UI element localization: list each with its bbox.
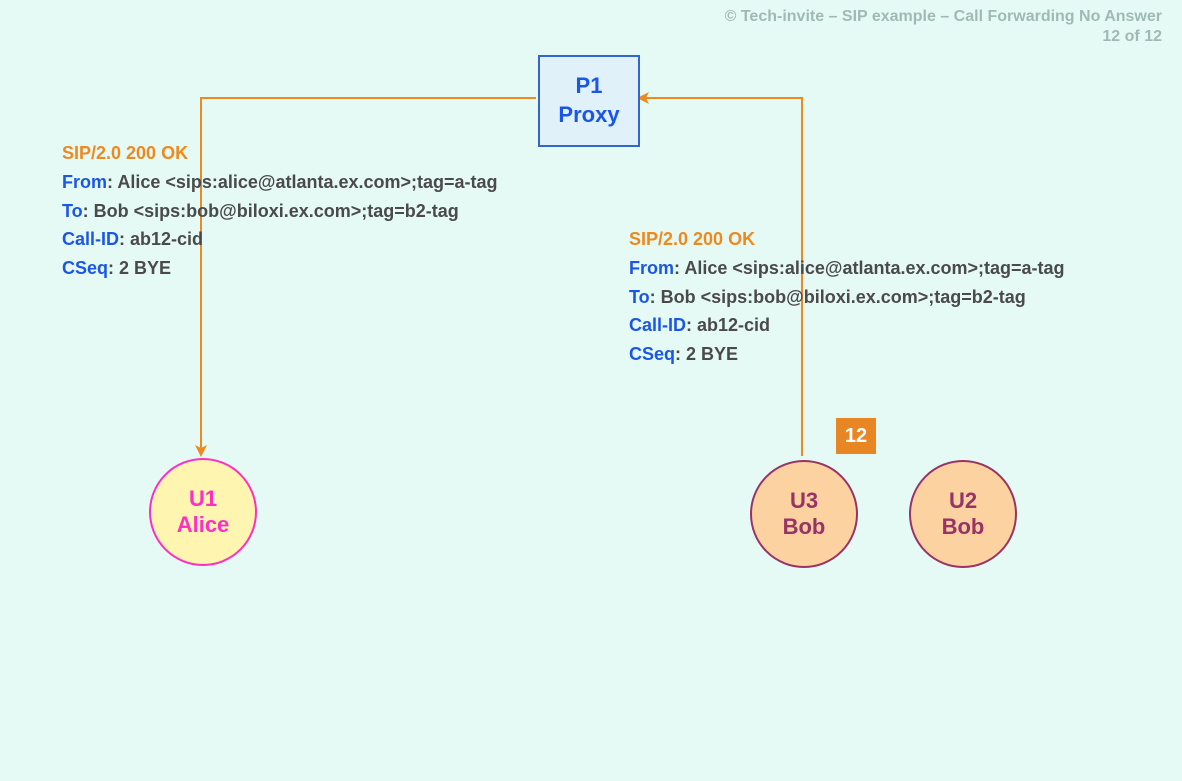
alice-line1: U1 bbox=[189, 486, 217, 512]
sip-header-value: : Bob <sips:bob@biloxi.ex.com>;tag=b2-ta… bbox=[83, 201, 459, 221]
bob-u2-node: U2 Bob bbox=[909, 460, 1017, 568]
bob-u3-line2: Bob bbox=[783, 514, 826, 540]
proxy-node: P1 Proxy bbox=[538, 55, 640, 147]
sip-message-left: SIP/2.0 200 OK From: Alice <sips:alice@a… bbox=[62, 139, 498, 283]
diagram-canvas: © Tech-invite – SIP example – Call Forwa… bbox=[0, 0, 1182, 781]
sip-header-name: To bbox=[629, 287, 650, 307]
sip-message-right: SIP/2.0 200 OK From: Alice <sips:alice@a… bbox=[629, 225, 1065, 369]
sip-msg-left-row-1: To: Bob <sips:bob@biloxi.ex.com>;tag=b2-… bbox=[62, 197, 498, 226]
sip-header-value: : 2 BYE bbox=[675, 344, 738, 364]
sip-header-name: From bbox=[62, 172, 107, 192]
sip-msg-left-title: SIP/2.0 200 OK bbox=[62, 139, 498, 168]
sip-msg-right-row-0: From: Alice <sips:alice@atlanta.ex.com>;… bbox=[629, 254, 1065, 283]
sip-msg-right-row-2: Call-ID: ab12-cid bbox=[629, 311, 1065, 340]
sip-msg-left-row-2: Call-ID: ab12-cid bbox=[62, 225, 498, 254]
alice-node: U1 Alice bbox=[149, 458, 257, 566]
sip-header-name: CSeq bbox=[629, 344, 675, 364]
sip-header-value: : 2 BYE bbox=[108, 258, 171, 278]
bob-u2-line2: Bob bbox=[942, 514, 985, 540]
sip-header-value: : Alice <sips:alice@atlanta.ex.com>;tag=… bbox=[674, 258, 1065, 278]
sip-msg-right-row-3: CSeq: 2 BYE bbox=[629, 340, 1065, 369]
sip-msg-right-row-1: To: Bob <sips:bob@biloxi.ex.com>;tag=b2-… bbox=[629, 283, 1065, 312]
header-page-indicator: 12 of 12 bbox=[1102, 28, 1162, 46]
sip-header-value: : Alice <sips:alice@atlanta.ex.com>;tag=… bbox=[107, 172, 498, 192]
sip-header-value: : Bob <sips:bob@biloxi.ex.com>;tag=b2-ta… bbox=[650, 287, 1026, 307]
sip-header-name: CSeq bbox=[62, 258, 108, 278]
bob-u3-node: U3 Bob bbox=[750, 460, 858, 568]
sip-msg-left-row-0: From: Alice <sips:alice@atlanta.ex.com>;… bbox=[62, 168, 498, 197]
sip-msg-left-row-3: CSeq: 2 BYE bbox=[62, 254, 498, 283]
sip-header-name: From bbox=[629, 258, 674, 278]
step-badge: 12 bbox=[836, 418, 876, 454]
sip-header-value: : ab12-cid bbox=[686, 315, 770, 335]
bob-u2-line1: U2 bbox=[949, 488, 977, 514]
sip-header-value: : ab12-cid bbox=[119, 229, 203, 249]
proxy-line2: Proxy bbox=[558, 101, 619, 130]
bob-u3-line1: U3 bbox=[790, 488, 818, 514]
sip-msg-right-title: SIP/2.0 200 OK bbox=[629, 225, 1065, 254]
alice-line2: Alice bbox=[177, 512, 230, 538]
sip-header-name: Call-ID bbox=[629, 315, 686, 335]
sip-header-name: To bbox=[62, 201, 83, 221]
header-copyright: © Tech-invite – SIP example – Call Forwa… bbox=[725, 8, 1162, 26]
proxy-line1: P1 bbox=[576, 72, 603, 101]
step-badge-label: 12 bbox=[845, 425, 867, 448]
sip-header-name: Call-ID bbox=[62, 229, 119, 249]
